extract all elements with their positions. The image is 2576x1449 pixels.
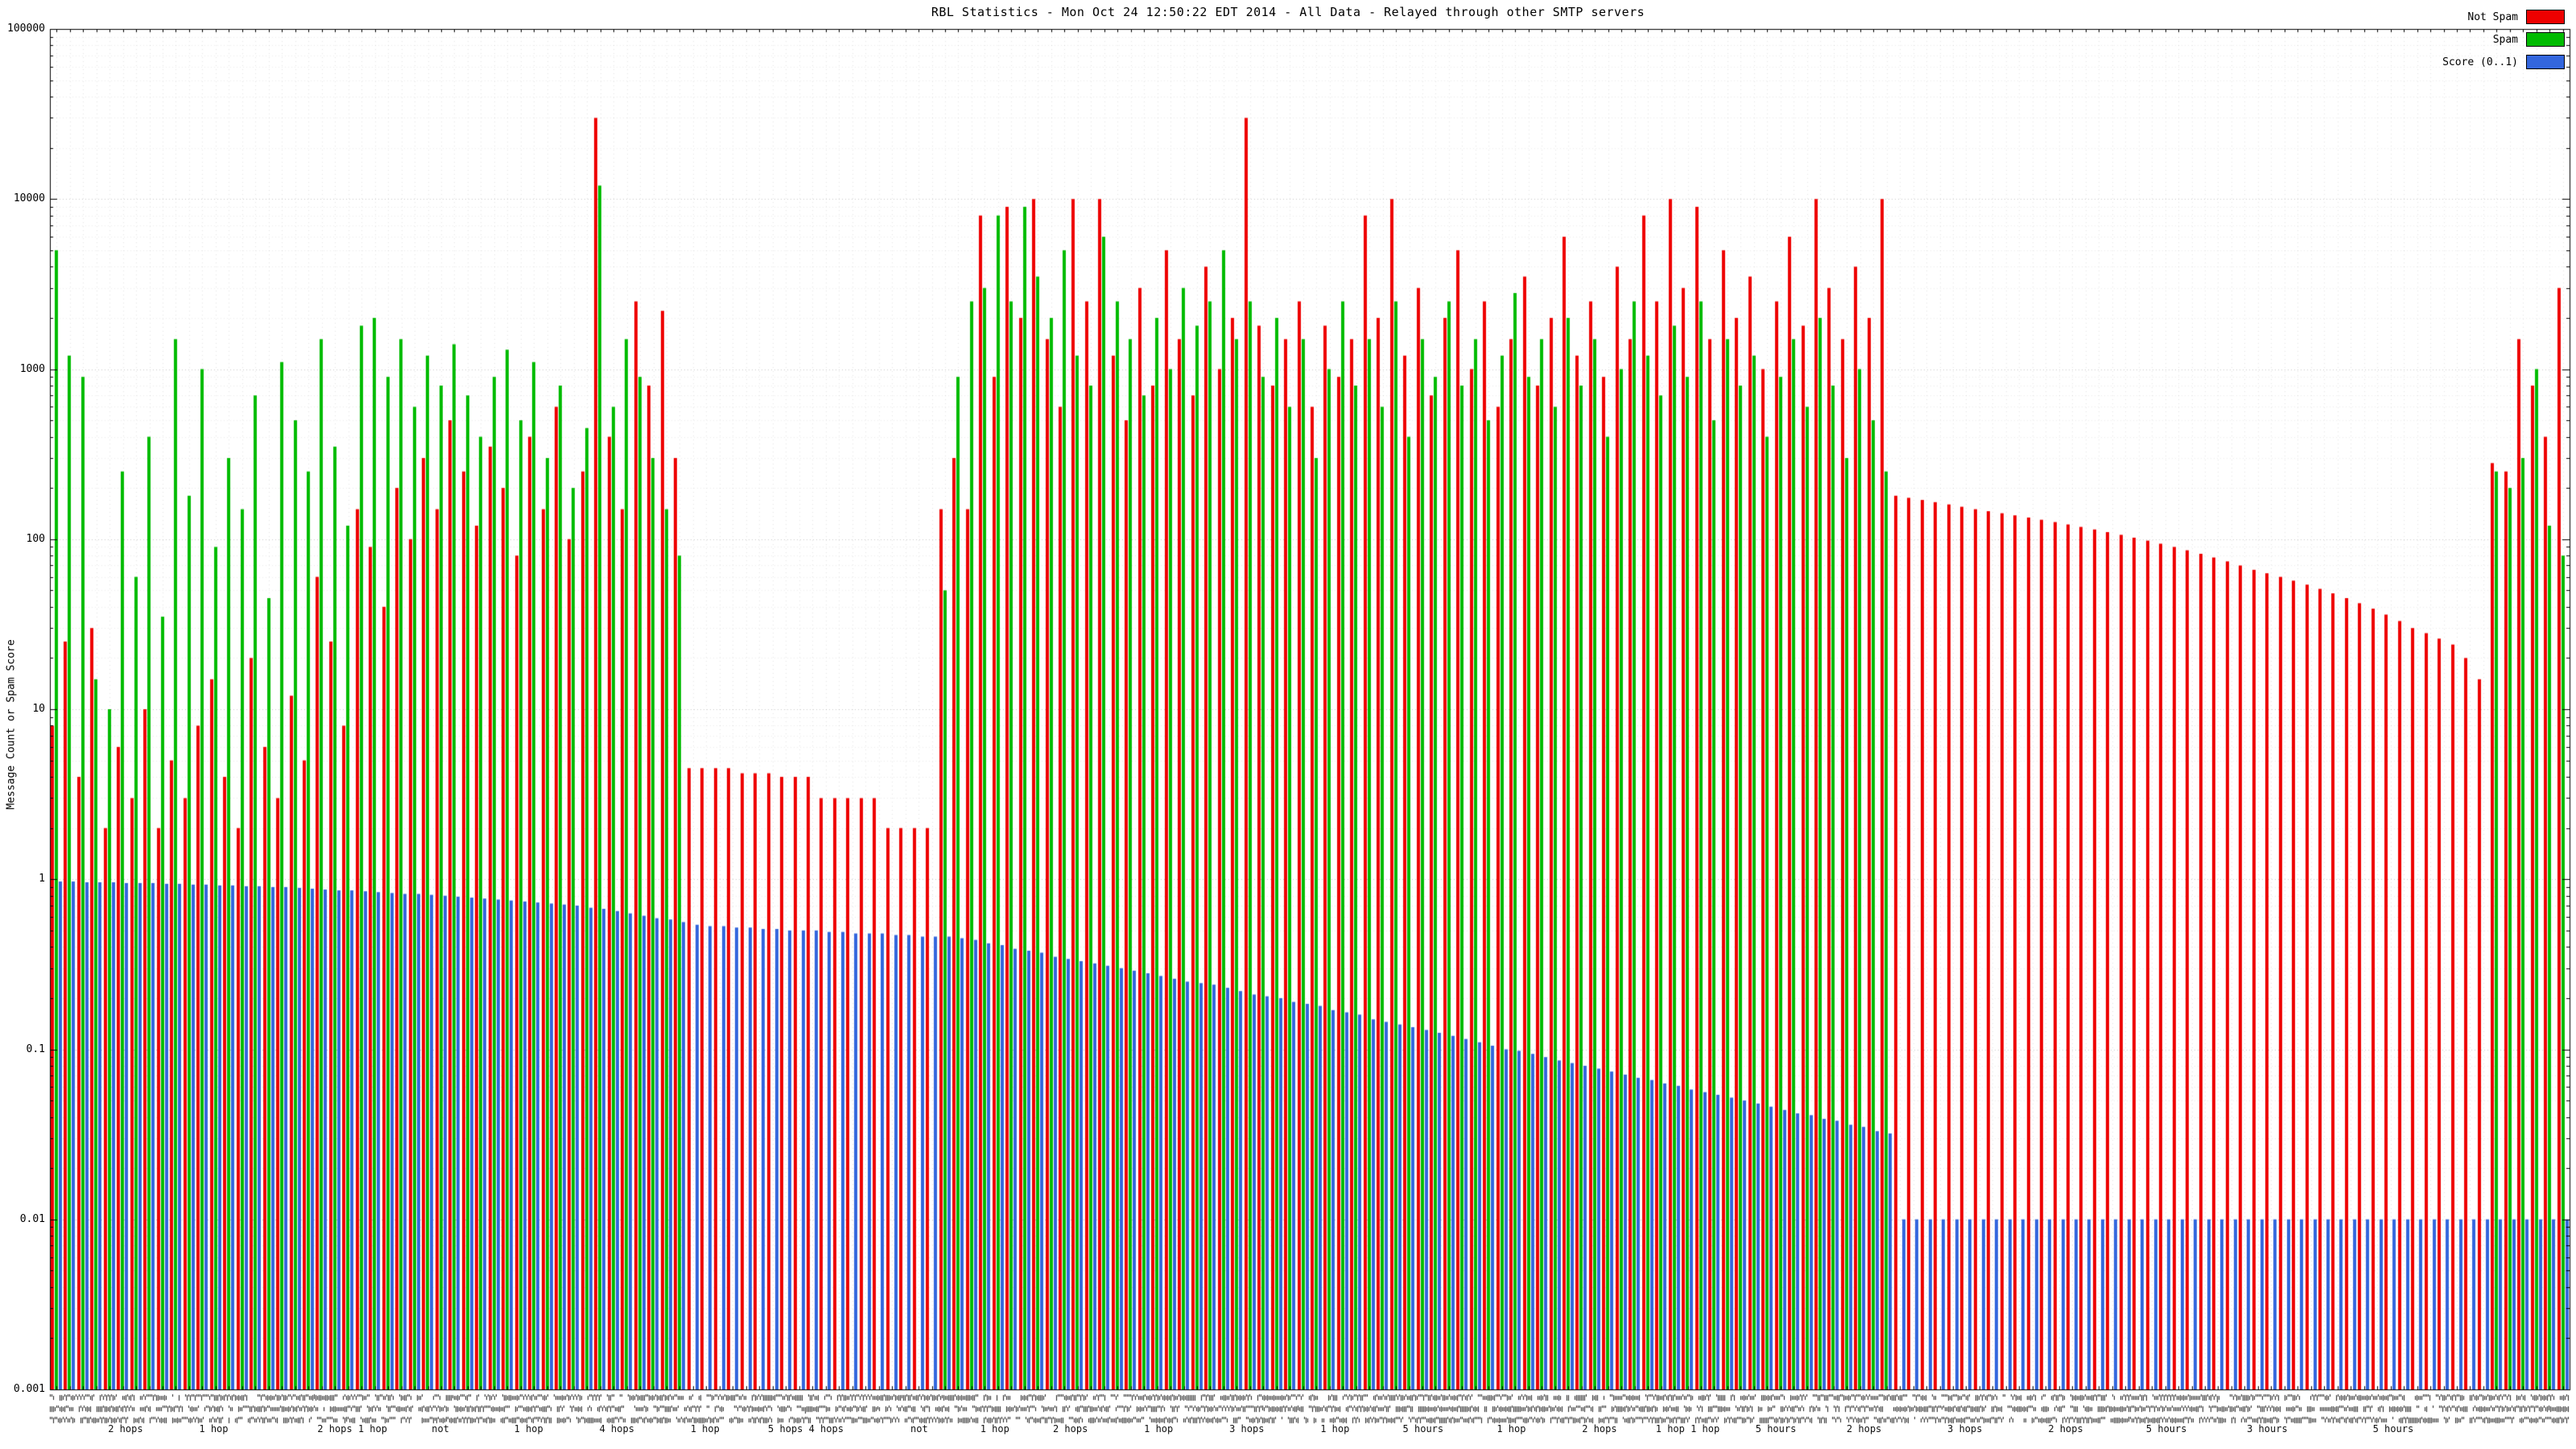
x-sublabel: 5 hours bbox=[1402, 1423, 1444, 1435]
x-sublabel: 5 hours bbox=[1755, 1423, 1797, 1435]
x-sublabel: 2 hops bbox=[1846, 1423, 1882, 1435]
x-sublabel: 3 hops bbox=[1947, 1423, 1983, 1435]
x-sublabel: 1 hop 1 hop bbox=[1655, 1423, 1720, 1435]
x-sublabel: 1 hop bbox=[690, 1423, 720, 1435]
legend-item: Score (0..1) bbox=[2442, 55, 2565, 69]
x-sublabel: 1 hop bbox=[1144, 1423, 1174, 1435]
chart-title: RBL Statistics - Mon Oct 24 12:50:22 EDT… bbox=[931, 5, 1645, 19]
x-sublabel: 3 hours bbox=[2247, 1423, 2288, 1435]
legend-item: Spam bbox=[2493, 32, 2565, 47]
legend-swatch bbox=[2526, 32, 2565, 47]
legend-item: Not Spam bbox=[2467, 10, 2565, 24]
legend-swatch bbox=[2526, 10, 2565, 24]
y-axis-label: Message Count or Spam Score bbox=[5, 639, 18, 810]
legend-label: Spam bbox=[2492, 33, 2518, 46]
y-tick-label: 100000 bbox=[7, 23, 45, 35]
x-sublabel: 2 hops bbox=[2048, 1423, 2083, 1435]
x-sublabel: 1 hop bbox=[980, 1423, 1009, 1435]
legend-swatch bbox=[2526, 55, 2565, 69]
x-sublabel: 1 hop bbox=[514, 1423, 543, 1435]
legend: Not Spam Spam Score (0..1) bbox=[2442, 10, 2565, 69]
x-sublabel: 1 hop bbox=[1320, 1423, 1350, 1435]
x-sublabel: 2 hops 1 hop bbox=[317, 1423, 387, 1435]
y-tick-label: 0.1 bbox=[26, 1042, 45, 1055]
x-sublabel: 2 hops bbox=[1052, 1423, 1088, 1435]
x-sublabel: not bbox=[910, 1423, 928, 1435]
x-sublabel: 2 hops bbox=[1582, 1423, 1617, 1435]
y-tick-label: 10 bbox=[32, 703, 45, 715]
x-sublabel: 5 hops 4 hops bbox=[768, 1423, 844, 1435]
legend-label: Score (0..1) bbox=[2442, 56, 2518, 68]
x-sublabel: 5 hours bbox=[2145, 1423, 2187, 1435]
x-sublabel: not bbox=[431, 1423, 449, 1435]
x-sublabel: 1 hop bbox=[199, 1423, 229, 1435]
x-sublabel: 1 hop bbox=[1496, 1423, 1526, 1435]
x-sublabel: 4 hops bbox=[599, 1423, 634, 1435]
y-tick-label: 1 bbox=[39, 873, 45, 886]
x-sublabel: 5 hours bbox=[2372, 1423, 2414, 1435]
y-tick-label: 10000 bbox=[13, 192, 45, 205]
y-tick-label: 1000 bbox=[19, 362, 45, 375]
x-sublabel: 3 hops bbox=[1229, 1423, 1265, 1435]
y-tick-label: 100 bbox=[26, 532, 45, 545]
y-tick-label: 0.001 bbox=[13, 1383, 45, 1395]
legend-label: Not Spam bbox=[2467, 10, 2518, 23]
x-sublabel: 2 hops bbox=[108, 1423, 143, 1435]
y-tick-label: 0.01 bbox=[19, 1212, 45, 1225]
